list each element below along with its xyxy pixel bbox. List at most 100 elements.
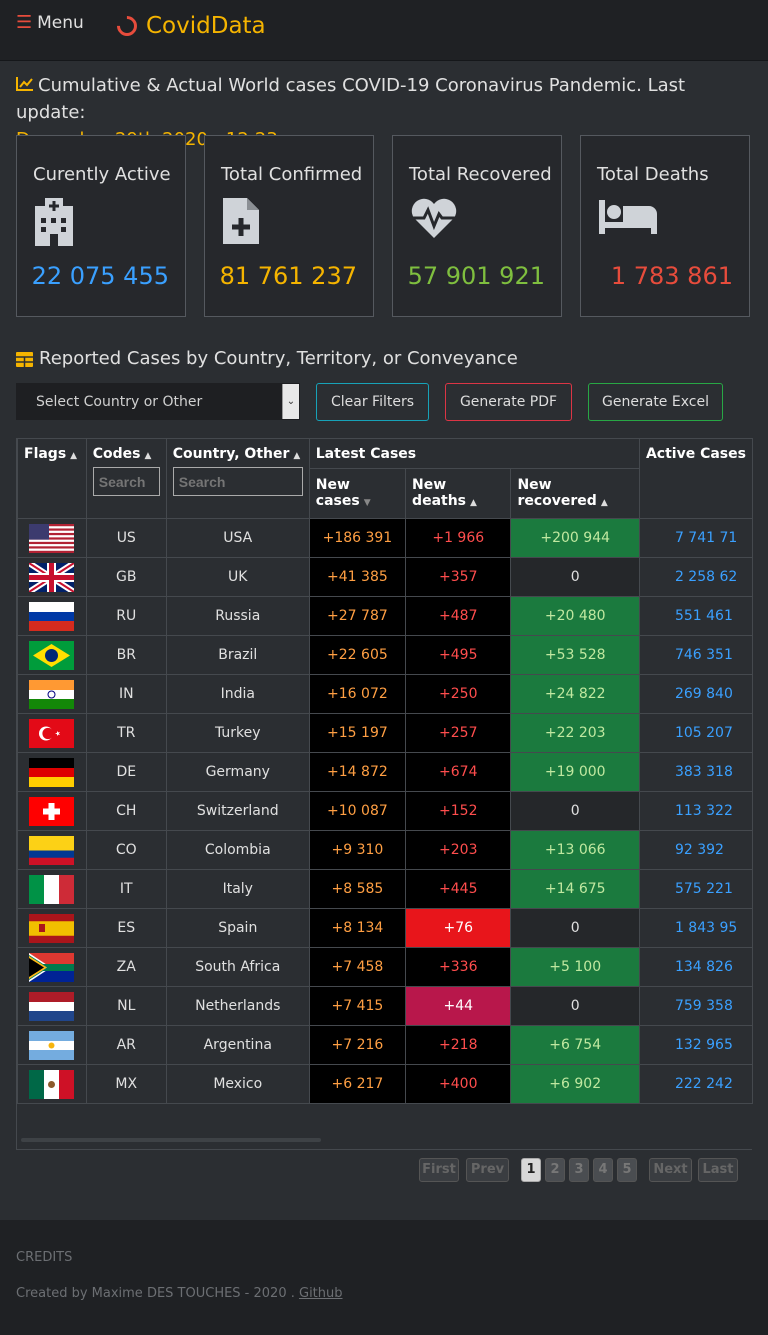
new-deaths-cell: +495 — [405, 635, 512, 675]
page-button-5[interactable]: 5 — [617, 1158, 637, 1182]
card-title: Total Confirmed — [221, 164, 363, 185]
code-cell: BR — [85, 635, 167, 675]
new-deaths-cell: +400 — [405, 1064, 512, 1104]
code-cell: IT — [85, 869, 167, 909]
new-cases-cell: +27 787 — [308, 596, 407, 636]
code-cell: AR — [85, 1025, 167, 1065]
flag-cell — [17, 986, 87, 1026]
new-recovered-cell: 0 — [510, 908, 640, 948]
country-cell: Spain — [165, 908, 310, 948]
first-page-button[interactable]: First — [419, 1158, 459, 1182]
table-row[interactable]: MX Mexico +6 217 +400 +6 902 222 242 — [17, 1064, 753, 1104]
header-flags[interactable]: Flags ▲ — [17, 438, 87, 519]
generate-pdf-button[interactable]: Generate PDF — [445, 383, 572, 421]
generate-excel-button[interactable]: Generate Excel — [588, 383, 723, 421]
table-row[interactable]: GB UK +41 385 +357 0 2 258 62 — [17, 557, 753, 597]
header-label: Country, Other — [172, 446, 290, 462]
table-row[interactable]: US USA +186 391 +1 966 +200 944 7 741 71 — [17, 518, 753, 558]
prev-page-button[interactable]: Prev — [466, 1158, 509, 1182]
card-confirmed: Total Confirmed 81 761 237 — [204, 135, 374, 317]
table-row[interactable]: ZA South Africa +7 458 +336 +5 100 134 826 — [17, 947, 753, 987]
country-cell: UK — [165, 557, 310, 597]
header-new-cases[interactable]: New cases ▼ — [308, 468, 407, 519]
last-page-button[interactable]: Last — [698, 1158, 738, 1182]
header-label: Codes — [92, 446, 141, 462]
page-button-4[interactable]: 4 — [593, 1158, 613, 1182]
table-row[interactable]: CH Switzerland +10 087 +152 0 113 322 — [17, 791, 753, 831]
country-cell: Mexico — [165, 1064, 310, 1104]
header-codes[interactable]: Codes ▲ — [85, 438, 167, 519]
country-select[interactable]: Select Country or Other ⌄ — [16, 383, 300, 420]
new-deaths-cell: +674 — [405, 752, 512, 792]
table-row[interactable]: NL Netherlands +7 415 +44 0 759 358 — [17, 986, 753, 1026]
flag-cell — [17, 1064, 87, 1104]
active-cell: 1 843 95 — [638, 908, 753, 948]
horizontal-scrollbar[interactable] — [21, 1138, 321, 1142]
active-cell: 105 207 — [638, 713, 753, 753]
page-button-2[interactable]: 2 — [545, 1158, 565, 1182]
new-recovered-cell: +5 100 — [510, 947, 640, 987]
header-label: New recovered — [517, 477, 597, 509]
flag-co-icon — [29, 835, 75, 865]
header-country[interactable]: Country, Other ▲ — [165, 438, 310, 519]
pagination: First Prev 1 2 3 4 5 Next Last — [16, 1149, 752, 1188]
new-cases-cell: +7 458 — [308, 947, 407, 987]
new-deaths-cell: +1 966 — [405, 518, 512, 558]
table-row[interactable]: IN India +16 072 +250 +24 822 269 840 — [17, 674, 753, 714]
codes-search-input[interactable] — [92, 467, 160, 496]
flag-gb-icon — [27, 559, 77, 595]
new-cases-cell: +10 087 — [308, 791, 407, 831]
page-button-3[interactable]: 3 — [569, 1158, 589, 1182]
section-title: Reported Cases by Country, Territory, or… — [16, 348, 518, 369]
table-row[interactable]: TR Turkey +15 197 +257 +22 203 105 207 — [17, 713, 753, 753]
table-row[interactable]: IT Italy +8 585 +445 +14 675 575 221 — [17, 869, 753, 909]
footer: CREDITS Created by Maxime DES TOUCHES - … — [0, 1220, 768, 1335]
sort-up-icon: ▲ — [293, 451, 301, 461]
new-cases-cell: +16 072 — [308, 674, 407, 714]
author-text: Created by Maxime DES TOUCHES - 2020 . — [16, 1286, 295, 1301]
table-row[interactable]: RU Russia +27 787 +487 +20 480 551 461 — [17, 596, 753, 636]
clear-filters-button[interactable]: Clear Filters — [316, 383, 429, 421]
flag-cell — [17, 1025, 87, 1065]
github-link[interactable]: Github — [299, 1286, 343, 1301]
flag-mx-icon — [29, 1069, 75, 1099]
sort-up-icon: ▲ — [470, 498, 477, 508]
file-medical-icon — [221, 196, 269, 248]
new-deaths-cell: +218 — [405, 1025, 512, 1065]
flag-cell — [17, 674, 87, 714]
table-row[interactable]: DE Germany +14 872 +674 +19 000 383 318 — [17, 752, 753, 792]
menu-button[interactable]: ☰ Menu — [16, 12, 84, 33]
active-cell: 132 965 — [638, 1025, 753, 1065]
brand-logo[interactable]: CovidData — [112, 11, 266, 41]
table-row[interactable]: ES Spain +8 134 +76 0 1 843 95 — [17, 908, 753, 948]
flag-cell — [17, 791, 87, 831]
flag-in-icon — [29, 679, 75, 709]
new-deaths-cell: +44 — [405, 986, 512, 1026]
chevron-down-icon[interactable]: ⌄ — [282, 384, 299, 419]
new-recovered-cell: +20 480 — [510, 596, 640, 636]
credits-heading: CREDITS — [16, 1250, 73, 1265]
header-new-deaths[interactable]: New deaths ▲ — [405, 468, 512, 519]
card-recovered: Total Recovered 57 901 921 — [392, 135, 562, 317]
country-cell: Russia — [165, 596, 310, 636]
page-button-1[interactable]: 1 — [521, 1158, 541, 1182]
country-search-input[interactable] — [172, 467, 303, 496]
credits-text: Created by Maxime DES TOUCHES - 2020 . G… — [16, 1286, 343, 1301]
table-row[interactable]: AR Argentina +7 216 +218 +6 754 132 965 — [17, 1025, 753, 1065]
header-active[interactable]: Active Cases — [638, 438, 753, 519]
card-title: Total Deaths — [597, 164, 709, 185]
flag-es-icon — [29, 913, 75, 943]
header-new-recovered[interactable]: New recovered ▲ — [510, 468, 640, 519]
code-cell: CO — [85, 830, 167, 870]
flag-cell — [17, 557, 87, 597]
table-row[interactable]: BR Brazil +22 605 +495 +53 528 746 351 — [17, 635, 753, 675]
flag-cell — [17, 752, 87, 792]
code-cell: RU — [85, 596, 167, 636]
next-page-button[interactable]: Next — [649, 1158, 692, 1182]
active-cell: 7 741 71 — [638, 518, 753, 558]
new-cases-cell: +41 385 — [308, 557, 407, 597]
table-row[interactable]: CO Colombia +9 310 +203 +13 066 92 392 — [17, 830, 753, 870]
flag-br-icon — [29, 640, 75, 670]
code-cell: CH — [85, 791, 167, 831]
sort-down-icon: ▼ — [363, 498, 371, 508]
